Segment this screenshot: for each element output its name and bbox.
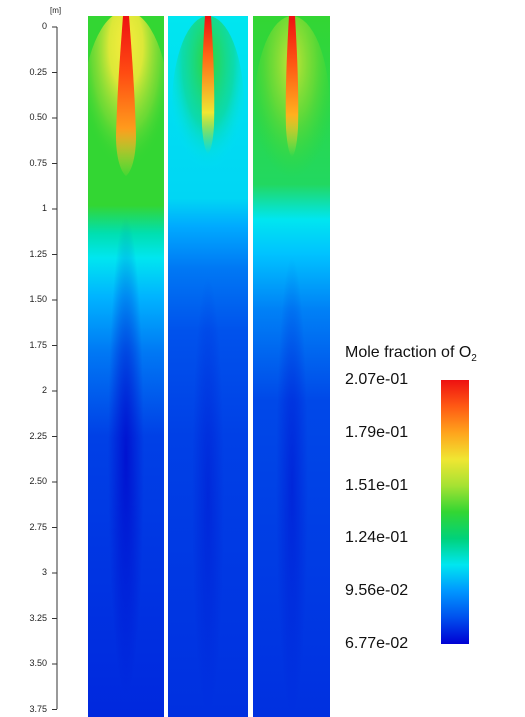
colorbar-label: 6.77e-02: [345, 635, 409, 652]
axis-tick-label: 0.25: [29, 66, 47, 77]
contour-panel-3: [253, 16, 330, 717]
colorbar-title: Mole fraction of O2: [345, 344, 477, 365]
axis-tick-label: 1.50: [29, 294, 47, 304]
colorbar-label: 1.24e-01: [345, 529, 409, 547]
depth-axis: [m] 0 0.25 0.50 0.75 1 1.25 1.50 1.75 2 2.25 2.50 2…: [0, 0, 90, 717]
axis-tick-label: 1.25: [29, 248, 47, 259]
axis-tick-label: 0.75: [29, 157, 47, 168]
axis-tick-label: 2.75: [29, 521, 47, 532]
axis-tick-label: 0: [41, 21, 47, 31]
axis-tick-label: 1: [41, 203, 47, 213]
axis-tick-label: 3.50: [29, 658, 47, 668]
contour-panel-1: [88, 16, 164, 717]
axis-tick-label: 3.25: [29, 612, 47, 623]
contour-panel-2: [168, 16, 248, 717]
axis-line: [52, 26, 58, 710]
colorbar-label: 1.79e-01: [345, 423, 409, 441]
axis-tick-label: 2.25: [29, 430, 47, 441]
colorbar-label: 9.56e-02: [345, 582, 409, 600]
colorbar-label: 1.51e-01: [345, 476, 409, 494]
axis-tick-label: 3: [41, 567, 47, 577]
axis-unit: [m]: [50, 6, 62, 15]
colorbar: [441, 380, 469, 644]
axis-tick-label: 1.75: [29, 339, 47, 350]
colorbar-label: 2.07e-01: [345, 371, 409, 388]
axis-tick-label: 2: [41, 385, 47, 395]
axis-tick-label: 3.75: [29, 703, 47, 714]
axis-tick-label: 2.50: [29, 476, 47, 486]
axis-tick-label: 0.50: [29, 112, 47, 122]
